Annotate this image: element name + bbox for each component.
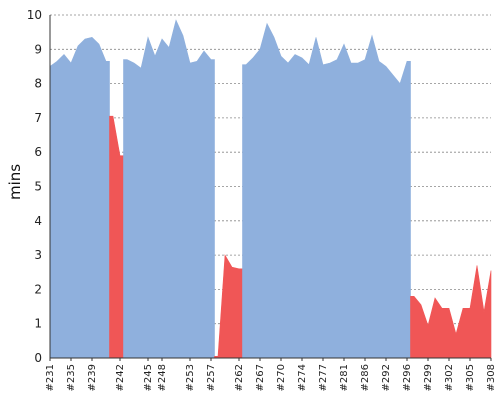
area-segment-fail-3 — [214, 254, 243, 359]
x-tick-257: #257 — [206, 364, 217, 391]
x-tick-274: #274 — [297, 364, 308, 391]
x-tick-231: #231 — [45, 364, 56, 391]
x-tick-267: #267 — [255, 364, 266, 391]
y-tick-3: 3 — [34, 248, 42, 262]
area-segment-pass-2 — [123, 19, 215, 359]
x-tick-242: #242 — [115, 364, 126, 391]
area-segment-fail-5 — [410, 265, 492, 359]
x-tick-305: #305 — [465, 364, 476, 391]
x-tick-302: #302 — [444, 364, 455, 391]
y-tick-7: 7 — [34, 111, 42, 125]
y-tick-5: 5 — [34, 180, 42, 194]
area-segment-fail-1 — [109, 115, 124, 359]
y-tick-0: 0 — [34, 351, 42, 365]
y-tick-labels: 0 1 2 3 4 5 6 7 8 9 10 — [27, 8, 42, 365]
area-series — [49, 19, 492, 359]
x-tick-labels: #231 #235 #239 #242 #245 #248 #253 #257 #262 #267… — [45, 358, 497, 391]
x-tick-235: #235 — [66, 364, 77, 391]
y-tick-10: 10 — [27, 8, 42, 22]
y-tick-1: 1 — [34, 317, 42, 331]
x-tick-248: #248 — [157, 364, 168, 391]
axes — [49, 15, 491, 359]
x-tick-281: #281 — [339, 364, 350, 391]
x-tick-292: #292 — [381, 364, 392, 391]
y-tick-6: 6 — [34, 145, 42, 159]
y-tick-9: 9 — [34, 42, 42, 56]
x-tick-308: #308 — [486, 364, 497, 391]
x-tick-296: #296 — [402, 364, 413, 391]
x-tick-245: #245 — [143, 364, 154, 391]
y-tick-8: 8 — [34, 77, 42, 91]
x-tick-253: #253 — [185, 364, 196, 391]
x-tick-277: #277 — [318, 364, 329, 391]
x-tick-286: #286 — [360, 364, 371, 391]
area-segment-pass-4 — [242, 22, 411, 359]
y-tick-2: 2 — [34, 282, 42, 296]
y-tick-4: 4 — [34, 214, 42, 228]
x-tick-262: #262 — [234, 364, 245, 391]
area-segment-pass-0 — [49, 36, 110, 359]
x-tick-239: #239 — [87, 364, 98, 391]
x-tick-299: #299 — [423, 364, 434, 391]
x-tick-270: #270 — [276, 364, 287, 391]
y-axis-label: mins — [6, 164, 24, 200]
